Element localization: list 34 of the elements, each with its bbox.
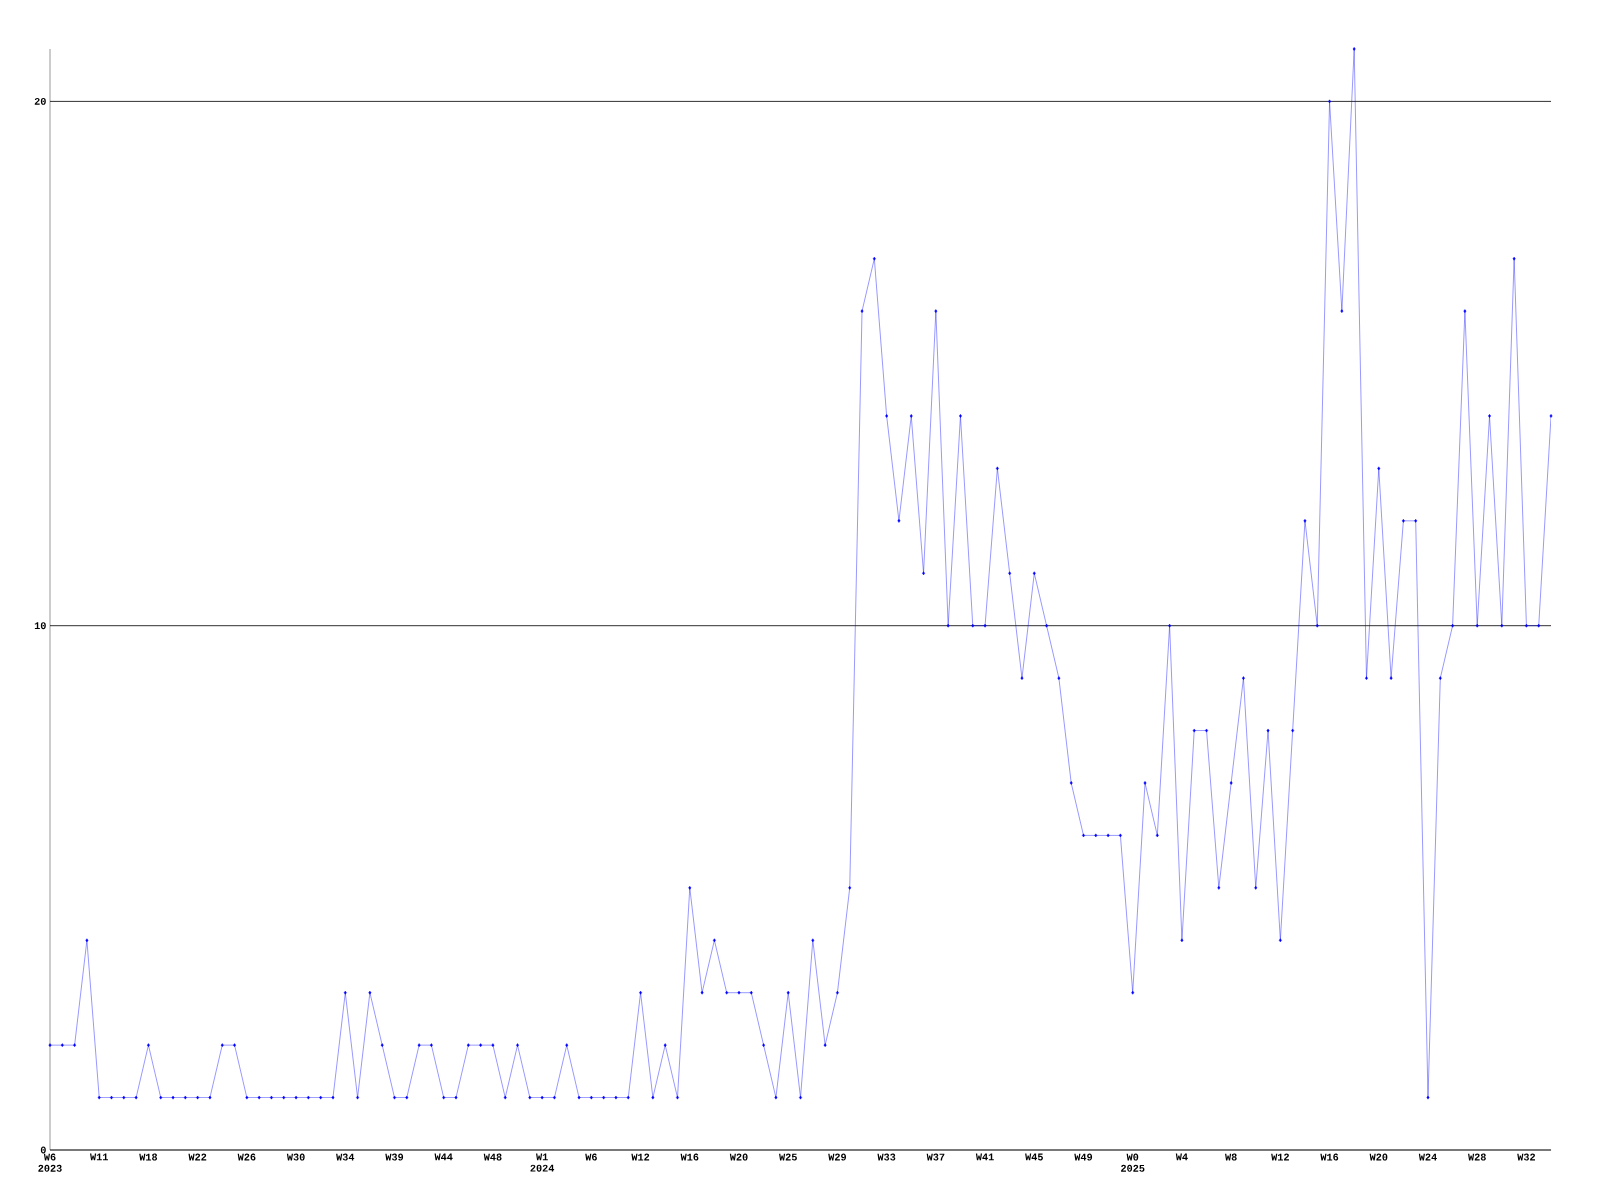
y-tick-label: 0 xyxy=(40,1146,46,1154)
x-tick-label: W11 xyxy=(90,1153,108,1161)
x-tick-label: W39 xyxy=(385,1153,404,1161)
x-tick-label: W22 xyxy=(188,1153,207,1161)
x-tick-label: W4 xyxy=(1175,1153,1188,1161)
x-tick-label: W37 xyxy=(926,1153,945,1161)
x-tick-label: W34 xyxy=(336,1153,355,1161)
x-tick-label: W12 xyxy=(631,1153,650,1161)
x-tick-label: W8 xyxy=(1225,1153,1237,1161)
x-tick-label: W33 xyxy=(877,1153,896,1161)
x-tick-label: W32 xyxy=(1517,1153,1536,1161)
x-tick-label: W12 xyxy=(1271,1153,1289,1161)
x-tick-label: W26 xyxy=(237,1153,256,1161)
x-tick-label: W41 xyxy=(975,1153,994,1161)
x-tick-label: W18 xyxy=(139,1153,158,1161)
x-tick-label: W28 xyxy=(1468,1153,1486,1161)
x-tick-label: W29 xyxy=(828,1153,847,1161)
x-tick-label: W48 xyxy=(483,1153,502,1161)
y-tick-label: 10 xyxy=(34,622,46,630)
x-tick-label: W16 xyxy=(1320,1153,1339,1161)
x-tick-label: W44 xyxy=(434,1153,453,1161)
y-tick-label: 20 xyxy=(34,97,46,105)
x-tick-label: W30 xyxy=(286,1153,305,1161)
x-tick-label: W24 xyxy=(1418,1153,1437,1161)
x-tick-label: W16 xyxy=(680,1153,699,1161)
x-tick-label: W1 2024 xyxy=(530,1153,555,1172)
x-tick-label: W20 xyxy=(1369,1153,1388,1161)
x-tick-label: W45 xyxy=(1025,1153,1043,1161)
x-tick-label: W49 xyxy=(1074,1153,1093,1161)
x-tick-label: W0 2025 xyxy=(1121,1153,1145,1172)
x-tick-label: W6 xyxy=(585,1153,597,1161)
x-tick-label: W25 xyxy=(779,1153,797,1161)
x-tick-label: W20 xyxy=(729,1153,748,1161)
x-tick-label: W6 2023 xyxy=(38,1153,62,1172)
